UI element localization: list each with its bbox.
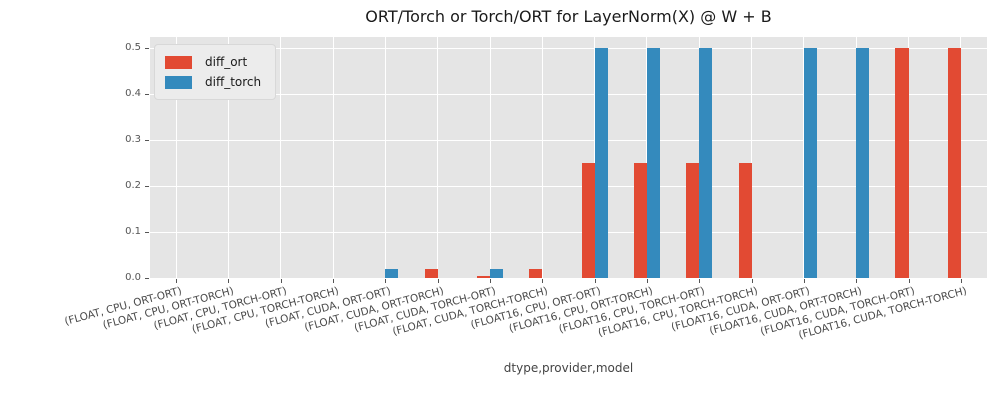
x-gridline (751, 37, 753, 278)
y-gridline (150, 93, 987, 95)
x-gridline (384, 37, 386, 278)
bar-diff_torch-9 (646, 48, 661, 278)
bar-diff_torch-13 (856, 48, 870, 278)
x-tick-mark (856, 279, 858, 283)
bar-diff_ort-9 (633, 163, 647, 278)
x-axis-label: dtype,provider,model (503, 361, 634, 375)
x-tick-mark (908, 279, 910, 283)
y-gridline (150, 47, 987, 49)
legend-label-diff-ort: diff_ort (205, 55, 248, 69)
legend-swatch-diff-ort (165, 55, 192, 69)
y-tick-mark (145, 140, 149, 142)
bar-diff_ort-5 (424, 268, 438, 278)
x-tick-mark (960, 279, 962, 283)
y-tick-label: 0.2 (125, 180, 141, 192)
x-tick-mark (437, 279, 439, 283)
x-gridline (489, 37, 491, 278)
y-tick-label: 0.1 (125, 226, 141, 238)
bar-diff_ort-15 (947, 48, 961, 278)
bar-diff_ort-8 (581, 163, 595, 278)
legend: diff_ort diff_torch (154, 44, 277, 100)
x-gridline (280, 37, 282, 278)
x-gridline (227, 37, 229, 278)
x-tick-mark (751, 279, 753, 283)
plot-area (150, 37, 987, 278)
x-tick-mark (176, 279, 178, 283)
x-tick-mark (646, 279, 648, 283)
chart-title: ORT/Torch or Torch/ORT for LayerNorm(X) … (365, 7, 772, 26)
y-tick-label: 0.3 (125, 134, 141, 146)
x-gridline (332, 37, 334, 278)
y-gridline (150, 231, 987, 233)
y-tick-mark (145, 278, 149, 279)
x-gridline (541, 37, 543, 278)
x-gridline (437, 37, 439, 278)
x-tick-mark (594, 279, 596, 283)
y-tick-mark (145, 186, 149, 188)
bar-diff_torch-6 (490, 268, 504, 278)
legend-label-diff-torch: diff_torch (205, 75, 262, 89)
x-gridline (175, 37, 177, 278)
bar-diff_ort-6 (476, 276, 491, 278)
y-gridline (150, 185, 987, 187)
legend-item-diff-torch: diff_torch (165, 72, 261, 92)
y-tick-label: 0.5 (125, 42, 141, 54)
y-tick-label: 0.4 (125, 88, 141, 100)
x-gridline (960, 37, 962, 278)
bar-diff_torch-10 (699, 48, 713, 278)
x-tick-mark (542, 279, 544, 283)
bar-diff_torch-8 (594, 48, 608, 278)
x-tick-mark (280, 279, 282, 283)
y-gridline (150, 139, 987, 141)
bar-diff_torch-4 (385, 268, 399, 278)
x-gridline (908, 37, 910, 278)
x-tick-mark (228, 279, 230, 283)
y-tick-mark (145, 48, 149, 50)
bar-diff_ort-11 (738, 163, 752, 278)
bar-diff_ort-7 (529, 268, 543, 278)
bar-diff_ort-10 (686, 163, 700, 278)
y-tick-label: 0.0 (125, 272, 141, 283)
legend-item-diff-ort: diff_ort (165, 52, 261, 72)
bar-diff_torch-12 (803, 48, 817, 278)
x-tick-mark (333, 279, 335, 283)
x-tick-mark (699, 279, 701, 283)
y-tick-mark (145, 94, 149, 96)
y-gridline (150, 277, 987, 279)
legend-swatch-diff-torch (165, 75, 192, 89)
y-tick-mark (145, 232, 149, 234)
x-tick-mark (385, 279, 387, 283)
x-tick-mark (803, 279, 805, 283)
x-tick-mark (490, 279, 492, 283)
bar-diff_ort-14 (895, 48, 909, 278)
